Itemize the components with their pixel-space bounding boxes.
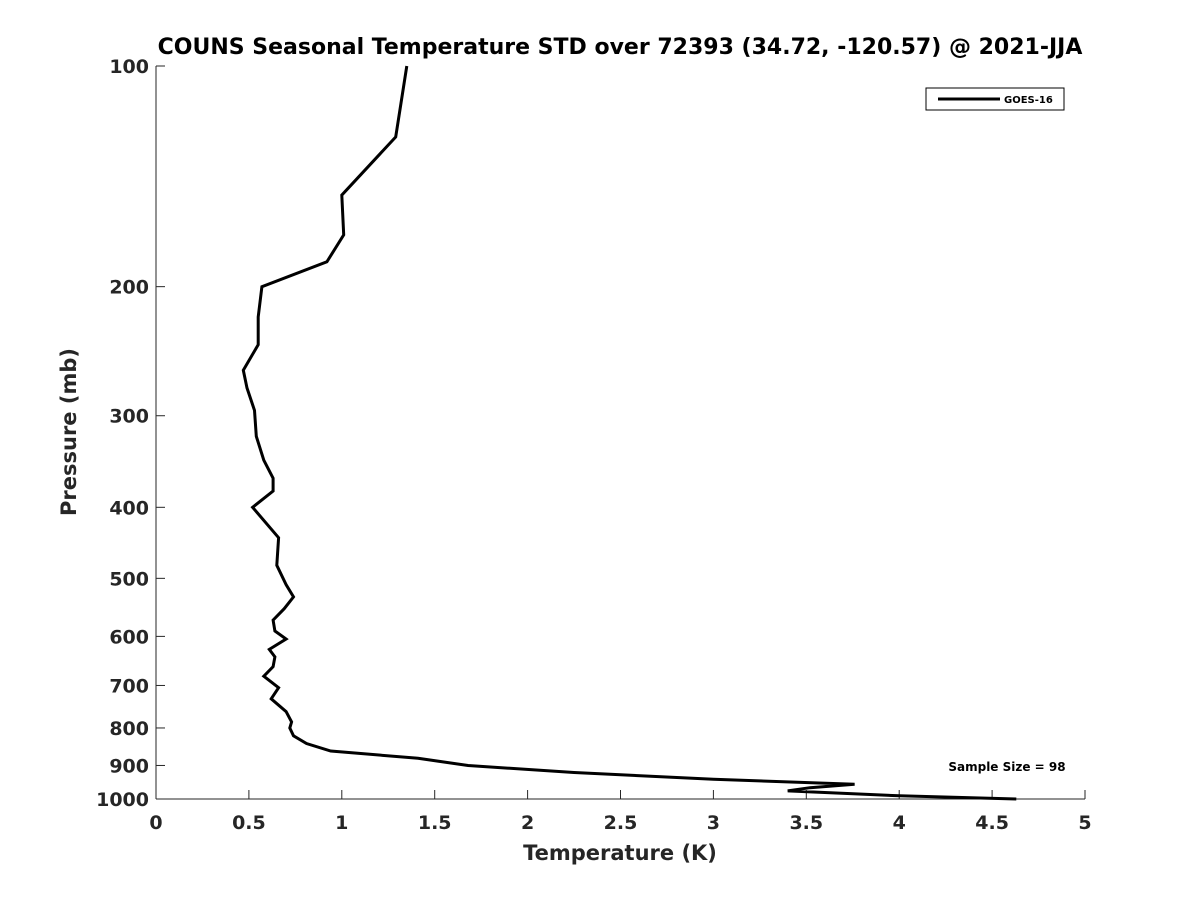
- y-tick-label: 400: [109, 497, 149, 519]
- x-tick-label: 0: [149, 812, 162, 834]
- x-axis-ticks: 0 0.5 1 1.5 2 2.5 3 3.5 4 4.5 5: [149, 790, 1092, 834]
- y-axis-label: Pressure (mb): [57, 348, 81, 516]
- x-tick-label: 3: [707, 812, 720, 834]
- y-tick-label: 300: [109, 406, 149, 428]
- x-tick-label: 5: [1078, 812, 1091, 834]
- y-tick-label: 700: [109, 675, 149, 697]
- series-layer: [241, 65, 1017, 801]
- legend: GOES-16: [925, 87, 1065, 111]
- x-axis-label: Temperature (K): [523, 841, 717, 865]
- y-tick-label: 500: [109, 568, 149, 590]
- sample-size-annotation: Sample Size = 98: [948, 760, 1065, 774]
- y-tick-label: 900: [109, 755, 149, 777]
- x-tick-label: 4: [893, 812, 906, 834]
- chart-title: COUNS Seasonal Temperature STD over 7239…: [158, 35, 1083, 60]
- x-tick-label: 4.5: [975, 812, 1009, 834]
- x-tick-label: 1: [335, 812, 348, 834]
- y-tick-label: 600: [109, 626, 149, 648]
- series-line-goes-16: [241, 65, 1017, 801]
- y-tick-label: 200: [109, 277, 149, 299]
- y-axis-ticks: 100 200 300 400 500 600 700 800 900 1000: [96, 56, 165, 811]
- y-tick-label: 800: [109, 718, 149, 740]
- legend-entry-goes-16: GOES-16: [1004, 95, 1053, 106]
- x-tick-label: 0.5: [232, 812, 266, 834]
- y-tick-label: 1000: [96, 789, 149, 811]
- x-tick-label: 1.5: [418, 812, 452, 834]
- x-tick-label: 2: [521, 812, 534, 834]
- x-tick-label: 2.5: [604, 812, 638, 834]
- y-tick-label: 100: [109, 56, 149, 78]
- x-tick-label: 3.5: [789, 812, 823, 834]
